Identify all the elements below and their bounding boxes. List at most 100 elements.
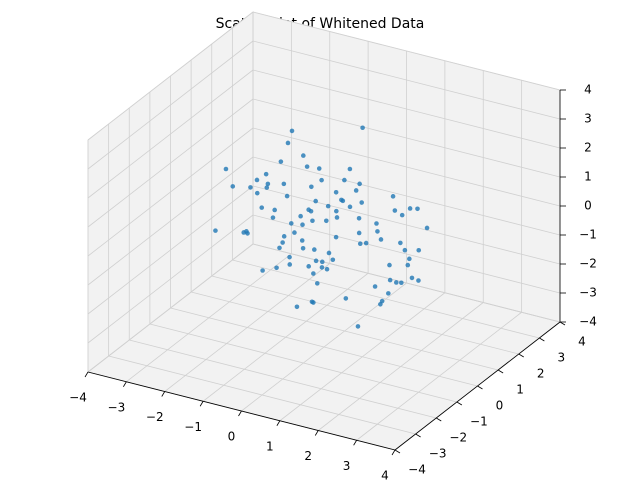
- point: [416, 247, 422, 253]
- z-tick-label: 3: [584, 112, 592, 126]
- y-tick-label: 1: [516, 383, 524, 397]
- y-tick-label: 2: [537, 367, 545, 381]
- tick-mark: [497, 369, 504, 374]
- grid-line: [87, 11, 254, 141]
- point: [392, 208, 398, 213]
- point: [280, 240, 285, 245]
- point: [416, 278, 421, 283]
- point: [281, 234, 287, 239]
- point: [313, 258, 319, 264]
- point: [264, 185, 270, 190]
- x-tick-label: 4: [381, 469, 389, 480]
- grid-line: [211, 275, 519, 355]
- y-tick-label: −4: [408, 463, 426, 477]
- z-tick-label: −2: [579, 257, 597, 271]
- point: [288, 221, 294, 226]
- tick-mark: [518, 353, 524, 358]
- point: [393, 280, 399, 285]
- point: [409, 275, 415, 281]
- tick-mark: [84, 371, 89, 378]
- point: [402, 247, 408, 253]
- point: [300, 222, 305, 228]
- z-tick-label: 1: [584, 170, 592, 184]
- z-tick-label: 2: [584, 141, 592, 155]
- grid-line: [252, 156, 561, 236]
- grid-line: [252, 214, 561, 294]
- grid-line: [87, 69, 254, 199]
- point: [355, 324, 361, 329]
- grid-line: [191, 291, 499, 371]
- point: [398, 240, 403, 246]
- point: [319, 259, 325, 265]
- x-tick-label: −1: [184, 420, 202, 434]
- point: [260, 268, 265, 273]
- z-tick-label: −3: [579, 286, 597, 300]
- point: [387, 262, 392, 268]
- point: [360, 125, 365, 131]
- point: [287, 254, 292, 260]
- point: [310, 218, 315, 224]
- z-tick-label: 0: [584, 199, 592, 213]
- x-tick-label: 1: [266, 439, 274, 453]
- grid-line: [87, 185, 254, 315]
- point: [213, 228, 218, 233]
- tick-mark: [353, 440, 357, 446]
- point: [330, 257, 336, 263]
- point: [230, 184, 236, 189]
- point: [390, 194, 396, 199]
- grid-line: [252, 185, 561, 265]
- grid-line: [252, 127, 561, 207]
- point: [375, 229, 380, 234]
- point: [415, 206, 420, 212]
- grid-line: [252, 69, 561, 149]
- grid-line: [129, 339, 437, 419]
- y-tick-label: 0: [496, 399, 504, 413]
- grid-line: [232, 259, 540, 339]
- point: [294, 304, 300, 310]
- point: [379, 298, 385, 304]
- tick-mark: [238, 410, 242, 417]
- point: [254, 190, 260, 196]
- point: [278, 159, 284, 164]
- point: [324, 266, 330, 272]
- point: [319, 177, 324, 183]
- point: [372, 284, 378, 289]
- point: [347, 166, 353, 172]
- point: [311, 271, 316, 276]
- tick-mark: [559, 321, 566, 326]
- point: [353, 188, 359, 193]
- tick-mark: [539, 337, 545, 342]
- y-tick-label: −2: [449, 431, 467, 445]
- tick-mark: [314, 430, 319, 436]
- tick-mark: [276, 420, 281, 426]
- x-tick-label: 3: [343, 459, 351, 473]
- tick-mark: [436, 417, 442, 422]
- y-tick-label: 3: [558, 351, 566, 365]
- x-tick-label: −4: [69, 391, 87, 405]
- grid-line: [252, 11, 561, 91]
- point: [272, 207, 277, 213]
- point: [357, 241, 363, 247]
- tick-mark: [391, 449, 396, 456]
- z-tick-label: −1: [579, 228, 597, 242]
- point: [407, 256, 412, 262]
- grid-line: [87, 214, 254, 344]
- point: [306, 264, 312, 269]
- point: [407, 206, 413, 211]
- point: [244, 229, 249, 234]
- x-tick-label: −3: [108, 400, 126, 414]
- point: [277, 245, 282, 251]
- grid-line: [252, 243, 561, 323]
- grid-line: [170, 307, 478, 387]
- point: [298, 213, 303, 219]
- point: [324, 218, 329, 224]
- tick-mark: [123, 381, 127, 387]
- y-tick-label: 4: [578, 335, 586, 349]
- point: [387, 277, 393, 283]
- x-tick-label: 2: [304, 449, 312, 463]
- point: [334, 215, 340, 220]
- point: [308, 208, 314, 214]
- point: [356, 230, 362, 236]
- point: [301, 153, 306, 158]
